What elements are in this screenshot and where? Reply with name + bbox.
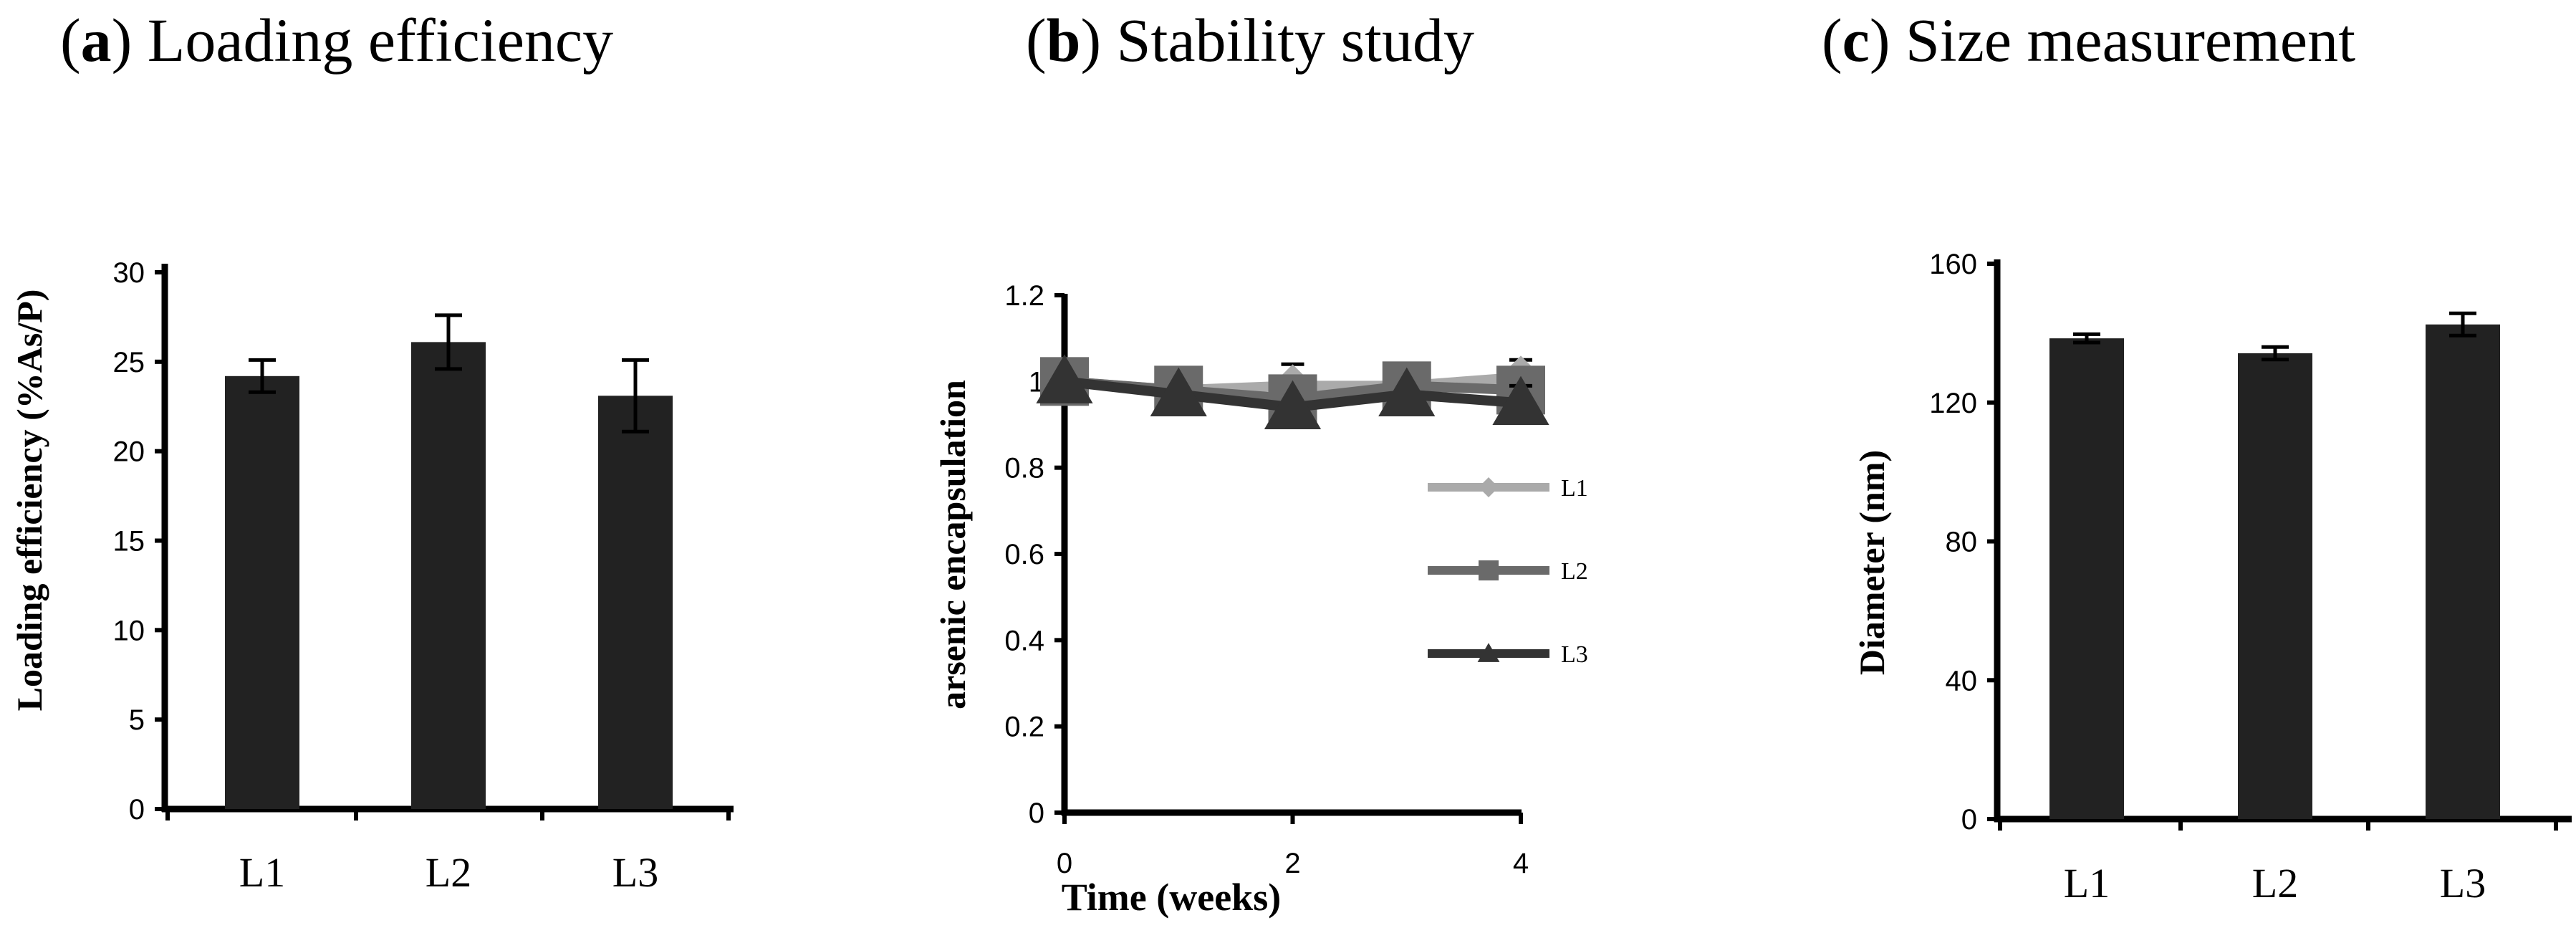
- b-legend-label-L2: L2: [1561, 558, 1588, 585]
- b-x-tick-label-2: 4: [1513, 848, 1529, 879]
- a-bar-L1: [225, 375, 299, 809]
- panel-c-bars: [2049, 311, 2500, 819]
- a-category-L1: L1: [239, 849, 285, 896]
- b-series-L3: [1036, 354, 1549, 430]
- b-legend-marker-L1: [1479, 477, 1499, 497]
- a-y-tick-label-5: 25: [113, 347, 145, 378]
- panel-a-x-ticks: [165, 809, 731, 820]
- panel-c-title-text: Size measurement: [1905, 6, 2355, 75]
- c-y-tick-label-2: 80: [1946, 527, 1978, 558]
- panel-b: (b) Stability study arsenic encapsulatio…: [933, 6, 1588, 919]
- panel-a-y-ticks: 0 5 10 15 20 25 30: [113, 257, 165, 826]
- c-error-bar-L3: [2449, 311, 2476, 338]
- b-legend-marker-L3: [1477, 643, 1500, 662]
- b-legend-item-L1: L1: [1428, 475, 1588, 502]
- a-error-bar-L2: [435, 313, 462, 371]
- panel-b-title-text: Stability study: [1117, 6, 1474, 75]
- panel-c-categories: L1 L2 L3: [2064, 860, 2486, 906]
- c-y-tick-label-3: 120: [1929, 388, 1977, 419]
- panel-a-ylabel: Loading efficiency (%As/P): [9, 290, 49, 712]
- b-y-tick-label-1: 0.2: [1004, 712, 1044, 743]
- b-x-tick-label-0: 0: [1057, 848, 1072, 879]
- panel-b-xlabel: Time (weeks): [1062, 876, 1281, 919]
- a-bar-L3: [598, 396, 673, 809]
- panel-a-categories: L1 L2 L3: [239, 849, 658, 896]
- c-bar-L1: [2049, 338, 2124, 819]
- b-legend-item-L3: L3: [1428, 641, 1588, 668]
- panel-b-x-ticks: 0 2 4: [1057, 813, 1529, 879]
- panel-b-title: (b) Stability study: [1026, 6, 1474, 75]
- panel-a: (a) Loading efficiency Loading efficienc…: [9, 6, 734, 896]
- b-y-tick-label-0: 0: [1029, 798, 1044, 829]
- panel-b-legend: L1 L2 L3: [1428, 475, 1588, 668]
- a-y-tick-label-3: 15: [113, 526, 145, 558]
- a-y-tick-label-6: 30: [113, 257, 145, 289]
- panel-c-ylabel: Diameter (nm): [1852, 450, 1892, 675]
- b-y-tick-label-3: 0.6: [1004, 539, 1044, 570]
- b-legend-marker-L2: [1479, 560, 1499, 580]
- panel-a-bars: [225, 313, 673, 809]
- panel-b-y-ticks: 00.20.40.60.811.2: [1004, 280, 1064, 829]
- panel-b-ylabel: arsenic encapsulation: [933, 380, 973, 709]
- panel-a-title-letter: a: [81, 6, 112, 75]
- panel-a-title-text: Loading efficiency: [148, 6, 613, 75]
- b-y-tick-label-2: 0.4: [1004, 625, 1044, 656]
- b-x-tick-label-1: 2: [1284, 848, 1300, 879]
- a-y-tick-label-0: 0: [129, 794, 145, 826]
- c-category-L2: L2: [2252, 860, 2298, 906]
- b-legend-item-L2: L2: [1428, 558, 1588, 585]
- a-error-bar-L1: [249, 358, 276, 394]
- panel-c-x-ticks: [1998, 819, 2558, 831]
- b-point-L3-4: [1492, 375, 1549, 426]
- c-category-L3: L3: [2440, 860, 2486, 906]
- c-y-tick-label-1: 40: [1946, 665, 1978, 697]
- c-bar-L3: [2426, 324, 2500, 819]
- a-y-tick-label-2: 10: [113, 615, 145, 646]
- c-category-L1: L1: [2064, 860, 2110, 906]
- b-y-tick-label-4: 0.8: [1004, 453, 1044, 484]
- panel-b-title-letter: b: [1047, 6, 1081, 75]
- panel-c-title: (c) Size measurement: [1822, 6, 2355, 75]
- b-point-L3-0: [1036, 354, 1093, 403]
- a-y-tick-label-1: 5: [129, 704, 145, 736]
- a-bar-L2: [411, 342, 486, 809]
- a-category-L2: L2: [426, 849, 471, 896]
- c-y-tick-label-4: 160: [1929, 249, 1977, 280]
- c-error-bar-L2: [2262, 345, 2289, 362]
- panel-a-title: (a) Loading efficiency: [60, 6, 613, 75]
- panel-c-title-letter: c: [1842, 6, 1870, 75]
- c-error-bar-L1: [2073, 332, 2100, 345]
- a-y-tick-label-4: 20: [113, 436, 145, 468]
- c-bar-L2: [2238, 353, 2312, 819]
- b-legend-label-L1: L1: [1561, 475, 1588, 502]
- b-y-tick-label-6: 1.2: [1004, 280, 1044, 312]
- panel-b-series: [1036, 354, 1549, 430]
- b-legend-label-L3: L3: [1561, 641, 1588, 668]
- panel-c-y-ticks: 0 40 80 120 160: [1929, 249, 1997, 836]
- b-point-L3-2: [1264, 380, 1322, 430]
- c-y-tick-label-0: 0: [1961, 804, 1977, 836]
- b-point-L3-1: [1150, 367, 1207, 416]
- a-category-L3: L3: [612, 849, 658, 896]
- b-point-L3-3: [1378, 367, 1436, 416]
- panel-c: (c) Size measurement Diameter (nm) 0 40 80…: [1822, 6, 2572, 906]
- a-error-bar-L3: [622, 358, 649, 434]
